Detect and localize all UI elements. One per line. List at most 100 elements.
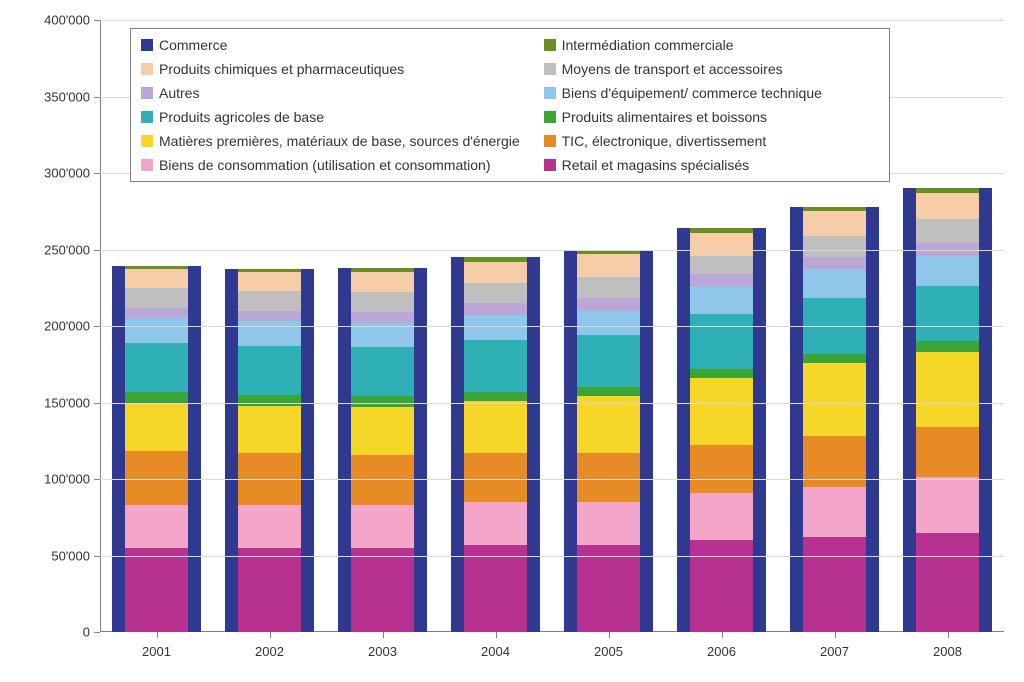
segment-retail bbox=[125, 548, 187, 632]
legend-swatch bbox=[544, 135, 556, 147]
segment-agricoles bbox=[916, 286, 978, 341]
legend-swatch bbox=[544, 63, 556, 75]
segment-chimiques bbox=[125, 269, 187, 287]
x-axis-label: 2008 bbox=[933, 644, 962, 659]
y-tick bbox=[94, 556, 100, 557]
legend-item-transport: Moyens de transport et accessoires bbox=[544, 59, 879, 79]
segment-retail bbox=[238, 548, 300, 632]
legend-label: Moyens de transport et accessoires bbox=[562, 59, 783, 79]
segment-equipement bbox=[577, 311, 639, 335]
segment-transport bbox=[916, 219, 978, 243]
segment-chimiques bbox=[464, 262, 526, 283]
x-tick bbox=[835, 632, 836, 638]
x-axis: 20012002200320042005200620072008 bbox=[100, 632, 1004, 682]
legend-item-chimiques: Produits chimiques et pharmaceutiques bbox=[141, 59, 520, 79]
x-tick bbox=[948, 632, 949, 638]
legend-label: Biens de consommation (utilisation et co… bbox=[159, 155, 491, 175]
segment-autres bbox=[351, 312, 413, 323]
legend-item-agricoles: Produits agricoles de base bbox=[141, 107, 520, 127]
legend-label: Biens d'équipement/ commerce technique bbox=[562, 83, 822, 103]
segment-agricoles bbox=[351, 347, 413, 396]
segment-transport bbox=[803, 236, 865, 257]
segment-biens_conso bbox=[238, 505, 300, 548]
segment-matieres bbox=[803, 363, 865, 436]
x-axis-label: 2003 bbox=[368, 644, 397, 659]
x-axis-label: 2004 bbox=[481, 644, 510, 659]
legend-swatch bbox=[544, 111, 556, 123]
segment-biens_conso bbox=[916, 477, 978, 532]
x-axis-label: 2002 bbox=[255, 644, 284, 659]
segment-alimentaires bbox=[803, 354, 865, 363]
x-axis-label: 2001 bbox=[142, 644, 171, 659]
y-axis-label: 200'000 bbox=[44, 319, 90, 334]
segment-retail bbox=[577, 545, 639, 632]
legend-item-tic: TIC, électronique, divertissement bbox=[544, 131, 879, 151]
inner-stack bbox=[351, 268, 413, 632]
legend-label: Retail et magasins spécialisés bbox=[562, 155, 750, 175]
segment-biens_conso bbox=[803, 487, 865, 537]
x-tick bbox=[270, 632, 271, 638]
y-tick bbox=[94, 479, 100, 480]
y-axis-label: 250'000 bbox=[44, 242, 90, 257]
segment-alimentaires bbox=[238, 395, 300, 406]
gridline bbox=[100, 556, 1004, 557]
segment-agricoles bbox=[577, 335, 639, 387]
y-tick bbox=[94, 20, 100, 21]
segment-agricoles bbox=[125, 343, 187, 392]
segment-intermediation bbox=[238, 269, 300, 272]
x-tick bbox=[383, 632, 384, 638]
segment-autres bbox=[125, 308, 187, 319]
plot-area: Commerce Intermédiation commerciale Produi… bbox=[100, 20, 1004, 632]
segment-autres bbox=[803, 257, 865, 269]
segment-biens_conso bbox=[690, 493, 752, 540]
segment-tic bbox=[464, 453, 526, 502]
segment-matieres bbox=[351, 407, 413, 454]
segment-retail bbox=[690, 540, 752, 632]
y-axis-label: 350'000 bbox=[44, 89, 90, 104]
segment-chimiques bbox=[577, 254, 639, 277]
legend-item-alimentaires: Produits alimentaires et boissons bbox=[544, 107, 879, 127]
legend-label: Matières premières, matériaux de base, s… bbox=[159, 131, 520, 151]
gridline bbox=[100, 250, 1004, 251]
segment-intermediation bbox=[916, 188, 978, 193]
legend-item-retail: Retail et magasins spécialisés bbox=[544, 155, 879, 175]
segment-transport bbox=[464, 283, 526, 303]
segment-matieres bbox=[577, 396, 639, 453]
segment-equipement bbox=[803, 269, 865, 298]
legend-label: Commerce bbox=[159, 35, 227, 55]
legend-swatch bbox=[141, 63, 153, 75]
segment-biens_conso bbox=[577, 502, 639, 545]
legend-swatch bbox=[544, 87, 556, 99]
legend-swatch bbox=[141, 111, 153, 123]
y-tick bbox=[94, 326, 100, 327]
segment-autres bbox=[238, 311, 300, 322]
segment-chimiques bbox=[916, 193, 978, 219]
legend-label: Autres bbox=[159, 83, 199, 103]
segment-alimentaires bbox=[690, 369, 752, 378]
legend-swatch bbox=[544, 159, 556, 171]
segment-matieres bbox=[916, 352, 978, 427]
legend-swatch bbox=[141, 159, 153, 171]
segment-autres bbox=[464, 303, 526, 315]
segment-transport bbox=[351, 292, 413, 312]
segment-transport bbox=[577, 277, 639, 298]
inner-stack bbox=[690, 228, 752, 632]
legend-swatch bbox=[141, 87, 153, 99]
segment-biens_conso bbox=[125, 505, 187, 548]
segment-intermediation bbox=[803, 207, 865, 212]
segment-tic bbox=[916, 427, 978, 477]
segment-intermediation bbox=[690, 228, 752, 233]
legend-label: Produits alimentaires et boissons bbox=[562, 107, 767, 127]
segment-retail bbox=[351, 548, 413, 632]
y-axis-label: 0 bbox=[83, 625, 90, 640]
inner-stack bbox=[916, 188, 978, 632]
legend: Commerce Intermédiation commerciale Produi… bbox=[130, 28, 890, 182]
segment-retail bbox=[803, 537, 865, 632]
x-tick bbox=[722, 632, 723, 638]
segment-matieres bbox=[464, 401, 526, 453]
segment-retail bbox=[916, 533, 978, 632]
legend-item-intermediation: Intermédiation commerciale bbox=[544, 35, 879, 55]
legend-item-equipement: Biens d'équipement/ commerce technique bbox=[544, 83, 879, 103]
segment-intermediation bbox=[464, 257, 526, 262]
segment-chimiques bbox=[690, 233, 752, 256]
